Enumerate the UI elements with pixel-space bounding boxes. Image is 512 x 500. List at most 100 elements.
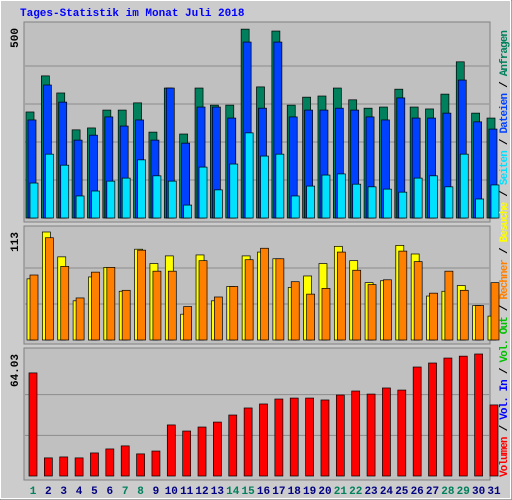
bar [443,357,453,477]
bar [183,306,193,341]
bar [260,155,269,219]
bar [459,289,469,341]
bar [120,445,130,477]
bar [60,164,70,219]
x-tick-label: 11 [180,486,194,498]
bar [335,394,345,477]
bar [243,407,253,477]
x-tick-label: 20 [318,486,331,498]
bar [151,450,161,477]
bar [44,457,53,477]
bar [459,153,469,219]
bar [289,397,299,477]
bar [274,398,284,477]
x-tick-label: 2 [45,486,52,498]
bar [367,284,377,341]
bar [259,403,268,477]
bar [474,353,483,477]
bar [90,452,99,477]
x-tick-label: 13 [211,486,225,498]
legend-separator: / [499,424,511,431]
legend: Volumen / Vol. In / Vol. Out / Rechner / Besuche… [499,30,511,477]
bar [91,190,100,219]
bar [197,426,207,477]
bar [475,198,484,219]
x-tick-label: 8 [137,486,144,498]
legend-entry: Volumen [499,436,511,477]
x-tick-label: 5 [91,486,98,498]
bar [75,195,85,219]
x-tick-label: 16 [257,486,270,498]
legend-entry: Rechner [499,259,511,300]
bar [305,397,314,477]
bar [429,175,438,219]
bar [321,174,331,219]
x-tick-label: 26 [411,486,424,498]
x-tick-label: 18 [288,486,302,498]
bar [229,286,239,341]
bar [214,296,223,341]
legend-separator: / [499,304,511,311]
x-tick-label: 28 [441,486,455,498]
bar [351,390,361,477]
bar [412,366,422,477]
x-tick-label: 30 [472,486,485,498]
bar [275,258,285,341]
y-tick-label: 64.03 [10,354,22,387]
bar [60,266,70,341]
bar [398,191,408,219]
bar [167,270,177,341]
y-tick-label: 113 [10,232,22,252]
legend-separator: / [499,138,511,145]
legend-entry: Vol. In [499,379,511,420]
bar [166,424,176,477]
bar [198,166,208,219]
x-tick-label: 25 [395,486,409,498]
bar [106,180,116,219]
bar [228,414,238,477]
bar [367,186,377,219]
bar [336,173,346,219]
bar [29,274,39,341]
bar [106,267,116,341]
x-tick-label: 19 [303,486,316,498]
bar [458,355,468,477]
x-tick-label: 22 [349,486,362,498]
bar [167,180,177,219]
x-tick-label: 24 [380,486,394,498]
x-tick-label: 9 [153,486,160,498]
x-tick-label: 3 [60,486,67,498]
legend-entry: Seiten [499,150,511,185]
x-tick-label: 17 [272,486,285,498]
bar [352,183,362,219]
bar [383,279,392,341]
bar [213,421,222,477]
bar [383,188,392,219]
x-tick-label: 23 [364,486,378,498]
bar [229,163,239,219]
bar [321,288,331,341]
y-tick-label: 500 [10,28,22,48]
x-tick-label: 12 [195,486,208,498]
bar [444,186,454,219]
bar [136,453,145,477]
bar [121,177,131,219]
x-tick-label: 27 [426,486,439,498]
legend-separator: / [499,190,511,197]
legend-entry: Besuche [499,201,511,242]
legend-separator: / [499,367,511,374]
bar [429,292,438,341]
bar [105,448,115,477]
legend-entry: Anfragen [499,30,511,76]
bar [45,237,54,341]
bar [428,362,437,477]
bar [275,153,285,219]
bar [352,269,362,341]
x-tick-label: 14 [226,486,240,498]
bar [306,185,315,219]
bar [397,389,407,477]
bar [244,132,254,219]
bar [398,250,408,341]
bar [75,297,85,341]
